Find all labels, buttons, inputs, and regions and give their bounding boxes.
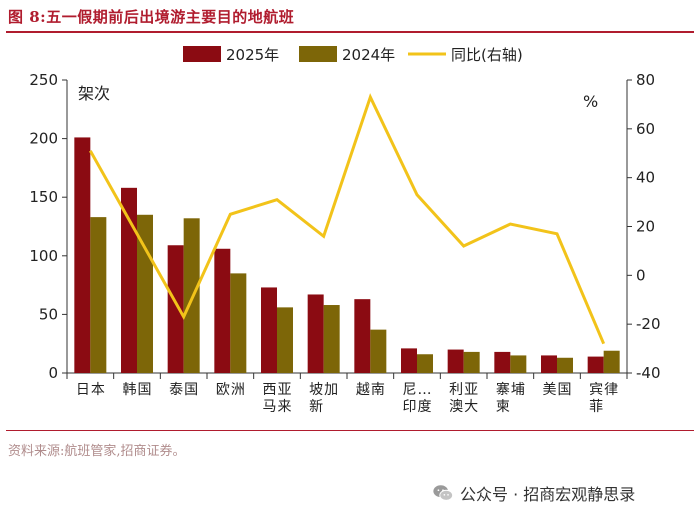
- category-label: 亚: [278, 382, 292, 398]
- chart-bars: [74, 137, 620, 373]
- legend-label: 同比(右轴): [451, 46, 523, 64]
- category-label: …: [418, 382, 432, 398]
- category-label: 宾: [589, 382, 603, 398]
- bar-2025: [494, 351, 511, 373]
- bar-2025: [541, 355, 557, 373]
- category-label: 印: [403, 399, 417, 415]
- bar-2025: [214, 248, 231, 373]
- bar-2025: [401, 348, 417, 373]
- bar-2024: [277, 307, 293, 373]
- category-label: 国: [138, 382, 152, 398]
- figure-title: 图 8:五一假期前后出境游主要目的地航班: [8, 8, 295, 26]
- chart-legend: 2025年 2024年 同比(右轴): [183, 46, 523, 64]
- bar-2025: [121, 187, 137, 373]
- left-tick-label: 200: [29, 130, 58, 148]
- right-tick-label: 0: [636, 266, 646, 284]
- category-label: 新: [309, 399, 323, 415]
- bottom-rule: [6, 430, 694, 431]
- bar-2025: [307, 294, 324, 373]
- y2-axis-label: %: [583, 92, 598, 111]
- legend-label: 2024年: [342, 46, 395, 64]
- bar-2024: [230, 273, 247, 373]
- bar-2024: [557, 357, 573, 373]
- bar-2024: [603, 350, 620, 373]
- chart-labels: 050100150200250-40-20020406080架次 %日本韩国泰国欧…: [29, 71, 660, 415]
- category-label: 加: [324, 382, 338, 398]
- watermark-text: 公众号 · 招商宏观静思录: [460, 485, 636, 504]
- chart-axes: [62, 79, 632, 379]
- legend-swatch: [183, 46, 221, 62]
- category-label: 越: [356, 382, 370, 398]
- category-label: 亚: [464, 382, 478, 398]
- right-tick-label: 20: [636, 218, 655, 236]
- bar-2024: [510, 355, 527, 373]
- bar-2025: [587, 356, 604, 373]
- category-label: 国: [558, 382, 572, 398]
- bar-2025: [74, 137, 91, 373]
- category-label: 柬: [496, 399, 510, 415]
- category-label: 南: [371, 382, 385, 398]
- category-label: 坡: [309, 382, 323, 398]
- yoy-line: [89, 93, 606, 345]
- legend-label: 2025年: [226, 46, 279, 64]
- category-label: 寨: [496, 381, 510, 398]
- category-label: 埔: [511, 382, 525, 398]
- category-label: 国: [184, 382, 198, 398]
- bar-2024: [323, 305, 340, 373]
- bar-2024: [463, 351, 480, 373]
- left-tick-label: 100: [29, 247, 58, 265]
- y-axis-label: 架次: [78, 84, 110, 103]
- category-label: 欧: [216, 382, 230, 398]
- category-label: 泰: [169, 382, 183, 398]
- right-tick-label: 80: [636, 71, 655, 89]
- category-label: 洲: [231, 382, 245, 398]
- bar-2025: [354, 299, 371, 373]
- bar-2024: [370, 329, 387, 373]
- category-label: 本: [91, 382, 105, 398]
- bar-2025: [261, 287, 277, 373]
- category-label: 日: [76, 382, 90, 398]
- bar-2024: [90, 217, 107, 373]
- category-label: 大: [464, 399, 478, 415]
- right-tick-label: 40: [636, 169, 655, 187]
- bar-2025: [167, 245, 184, 373]
- left-tick-label: 0: [48, 364, 58, 382]
- category-label: 律: [604, 382, 618, 398]
- left-tick-label: 50: [39, 305, 58, 323]
- category-label: 度: [418, 399, 432, 415]
- chart-yoy-line: [89, 93, 606, 345]
- left-tick-label: 150: [29, 188, 58, 206]
- legend-swatch: [299, 46, 337, 62]
- title-rule: [6, 31, 694, 33]
- category-label: 西: [263, 382, 277, 398]
- left-tick-label: 250: [29, 71, 58, 89]
- wechat-icon: [433, 485, 454, 501]
- bar-2024: [417, 354, 433, 373]
- category-label: 来: [278, 399, 292, 415]
- category-label: 尼: [403, 382, 417, 398]
- flights-chart: 2025年 2024年 同比(右轴) 0 50 100 150 200 250 -40 -20 0 2…: [29, 46, 661, 415]
- category-label: 美: [543, 382, 557, 398]
- source-note: 资料来源:航班管家,招商证券。: [8, 444, 186, 459]
- category-label: 利: [449, 382, 463, 398]
- category-label: 澳: [449, 399, 463, 415]
- category-label: 马: [263, 399, 277, 415]
- right-tick-label: -20: [636, 315, 661, 333]
- category-label: 菲: [589, 399, 603, 415]
- category-label: 韩: [123, 382, 137, 398]
- bar-2025: [447, 349, 464, 373]
- right-tick-label: -40: [636, 364, 661, 382]
- watermark: 公众号 · 招商宏观静思录: [432, 481, 635, 505]
- right-tick-label: 60: [636, 120, 655, 138]
